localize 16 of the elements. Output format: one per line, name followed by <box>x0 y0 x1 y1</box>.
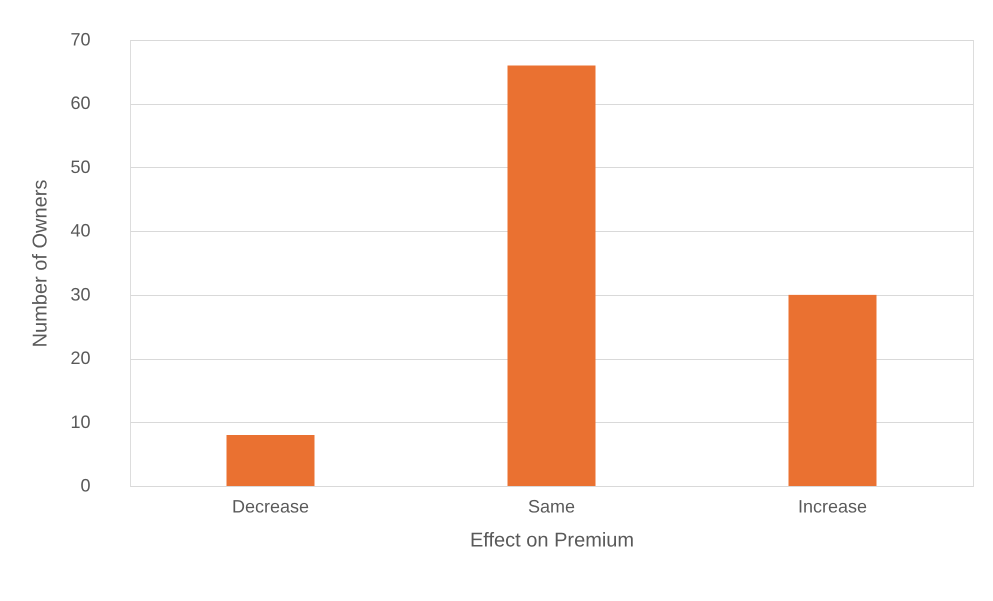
y-tick-label: 60 <box>70 93 90 114</box>
y-tick-label: 30 <box>70 284 90 304</box>
bar <box>226 435 314 486</box>
y-tick-label: 40 <box>70 220 90 241</box>
bar <box>508 65 596 486</box>
y-tick-label: 0 <box>80 476 90 496</box>
bar <box>788 294 876 486</box>
x-tick-label: Decrease <box>232 496 310 516</box>
y-tick-label: 70 <box>70 30 90 50</box>
y-tick-label: 10 <box>70 412 90 432</box>
y-axis-title: Number of Owners <box>29 180 52 348</box>
y-tick-label: 50 <box>70 156 90 177</box>
x-tick-label: Increase <box>798 496 868 516</box>
y-tick-label: 20 <box>70 348 90 368</box>
x-axis-title: Effect on Premium <box>470 530 634 552</box>
x-tick-label: Same <box>528 496 576 516</box>
